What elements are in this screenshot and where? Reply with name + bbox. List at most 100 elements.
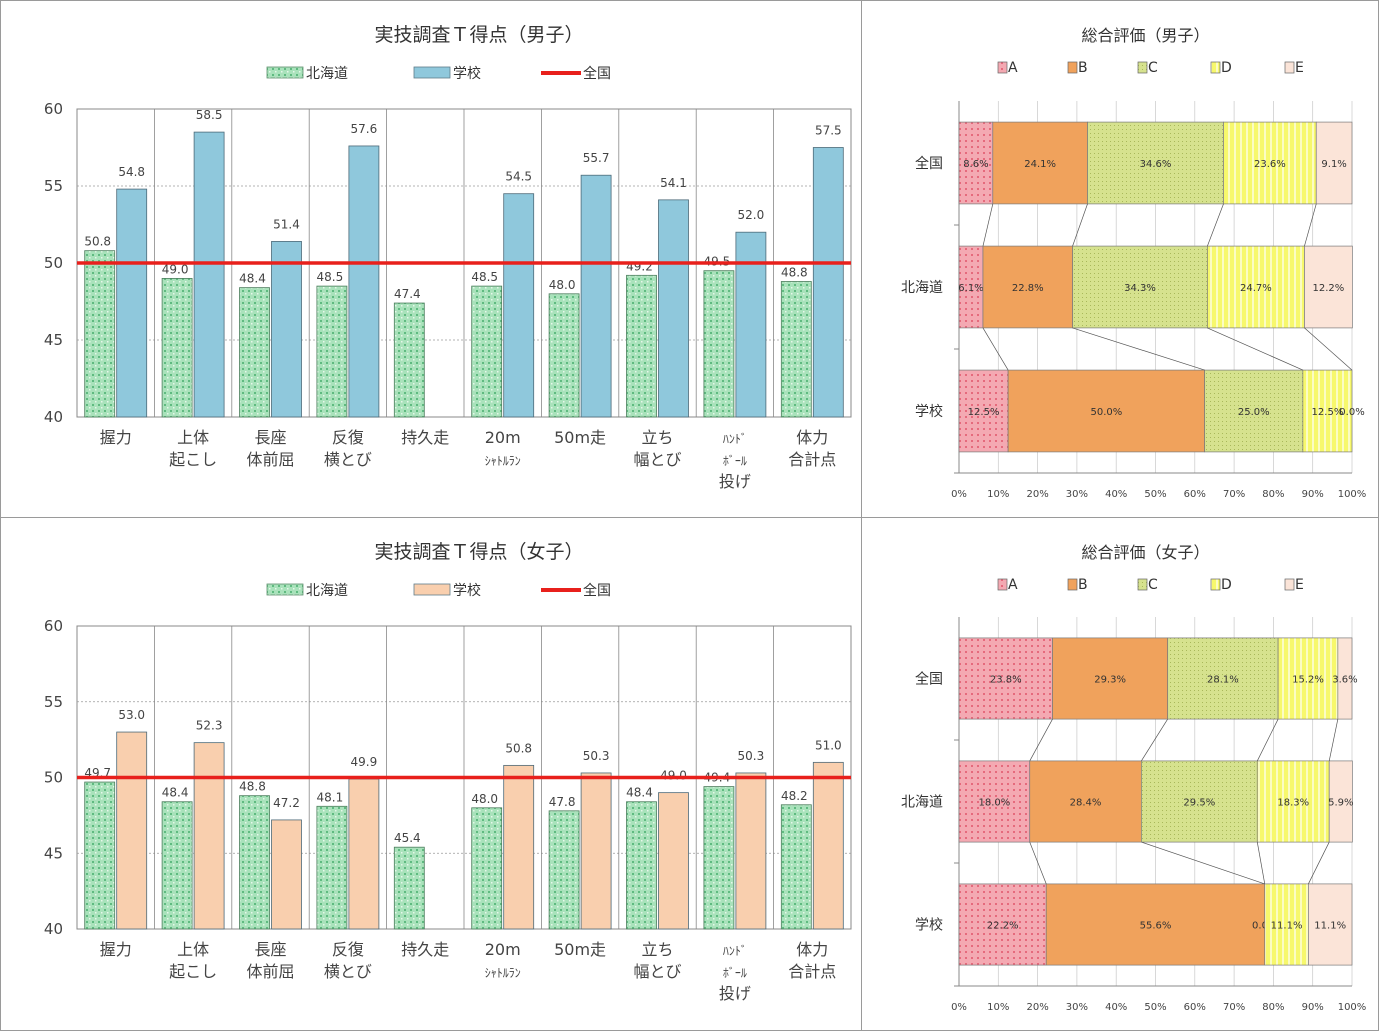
category-label: 起こし [169, 450, 217, 469]
legend-label-b: B [1078, 577, 1088, 593]
category-label: 体力 [796, 940, 828, 959]
legend-swatch-b [1067, 61, 1078, 74]
x-tick-label: 0% [951, 489, 967, 500]
x-tick-label: 60% [1184, 1002, 1206, 1013]
chart-title: 総合評価（男子） [1081, 26, 1209, 45]
legend-label-e: E [1295, 60, 1304, 76]
series-connector [982, 327, 1009, 371]
segment-e [1304, 245, 1353, 329]
legend-swatch-a [997, 61, 1008, 74]
segment-c [1087, 121, 1224, 205]
bar-school [735, 772, 767, 930]
data-label-hokkaido: 45.4 [394, 831, 421, 845]
data-label-school: 54.8 [118, 165, 145, 179]
data-label-hokkaido: 48.8 [239, 780, 266, 794]
category-label: 投げ [719, 472, 751, 491]
segment-label: 18.0% [978, 798, 1010, 809]
series-connector [1256, 718, 1279, 762]
boys-eval-chart: 総合評価（男子） A B C D E 0% 10% 20% 30% 40% 50% 60% 70% 80% 9… [901, 26, 1367, 500]
legend-label-d: D [1221, 60, 1232, 76]
segment-e [1308, 883, 1353, 966]
girls-t-score-chart: 実技調査Ｔ得点（女子）北海道 学校 全国404550556049.753.0握力48… [44, 541, 852, 1003]
legend-swatch-e [1284, 578, 1295, 591]
category-label: 反復 [332, 428, 364, 447]
bar-school [580, 772, 612, 930]
data-label-hokkaido: 48.0 [549, 278, 576, 292]
segment-d [1302, 369, 1353, 453]
row-label: 全国 [915, 155, 943, 172]
segment-label: 24.7% [1240, 283, 1272, 294]
x-tick-label: 70% [1223, 489, 1245, 500]
segment-label: 5.9% [1328, 798, 1353, 809]
segment-label: 23.6% [1254, 159, 1286, 170]
series-connector [1328, 719, 1339, 761]
boys-eval-panel: 総合評価（男子） A B C D E 0% 10% 20% 30% 40% 50% 60% 70% 80% 9… [861, 0, 1379, 518]
bar-hokkaido [161, 277, 193, 418]
data-label-school: 55.7 [583, 151, 610, 165]
bar-school [503, 193, 535, 418]
x-tick-label: 30% [1066, 1002, 1088, 1013]
y-tick-label: 50 [44, 254, 63, 272]
data-label-hokkaido: 47.4 [394, 287, 421, 301]
y-tick-label: 55 [44, 177, 63, 195]
row-label: 北海道 [901, 280, 943, 296]
series-connector [1207, 203, 1224, 247]
segment-label: 0.0% [1339, 407, 1364, 418]
category-label: 持久走 [401, 940, 449, 959]
data-label-school: 49.0 [660, 769, 687, 783]
data-label-school: 57.6 [351, 122, 378, 136]
legend-label-c: C [1148, 577, 1158, 593]
x-tick-label: 70% [1223, 1002, 1245, 1013]
segment-c [1204, 369, 1304, 453]
category-label: 合計点 [788, 962, 836, 981]
x-tick-label: 50% [1144, 1002, 1166, 1013]
x-tick-label: 60% [1184, 489, 1206, 500]
legend-swatch-a [997, 578, 1008, 591]
category-label: ｼｬﾄﾙﾗﾝ [485, 454, 521, 468]
data-label-hokkaido: 48.5 [317, 270, 344, 284]
x-tick-label: 10% [987, 489, 1009, 500]
segment-e [1315, 121, 1353, 205]
segment-label: 15.2% [1292, 675, 1324, 686]
category-label: ﾊﾝﾄﾞ [723, 944, 747, 958]
category-label: 起こし [169, 962, 217, 981]
data-label-school: 49.9 [351, 755, 378, 769]
category-label: 合計点 [788, 450, 836, 469]
segment-c [1072, 245, 1208, 329]
data-label-hokkaido: 48.1 [317, 790, 344, 804]
data-label-school: 50.8 [505, 741, 532, 755]
segment-b [1029, 760, 1142, 843]
segment-b [982, 245, 1073, 329]
girls-eval-panel: 総合評価（女子） A B C D E 0% 10% 20% 30% 40% 50% 60% 70% 80% 9… [861, 517, 1379, 1031]
segment-label: 9.1% [1321, 159, 1346, 170]
x-tick-label: 100% [1338, 489, 1367, 500]
bar-school [193, 742, 225, 930]
segment-label: 12.2% [1313, 283, 1345, 294]
category-label: 長座 [254, 940, 286, 959]
bar-school [658, 792, 689, 930]
segment-label: 34.3% [1124, 283, 1156, 294]
category-label: 握力 [100, 428, 132, 447]
segment-c [1167, 637, 1279, 720]
data-label-hokkaido: 48.5 [471, 270, 498, 284]
bar-school [193, 131, 225, 418]
bar-school [271, 819, 302, 930]
segment-c [1141, 760, 1258, 843]
segment-d [1223, 121, 1317, 205]
data-label-school: 52.0 [738, 208, 765, 222]
row-label: 北海道 [901, 795, 943, 811]
legend-label-d: D [1221, 577, 1232, 593]
legend-swatch-hokkaido [266, 583, 304, 596]
category-label: ﾊﾝﾄﾞ [723, 432, 747, 446]
category-label: 上体 [177, 428, 209, 447]
category-label: 50m走 [554, 428, 606, 447]
category-label: ｼｬﾄﾙﾗﾝ [485, 966, 521, 980]
data-label-hokkaido: 48.4 [162, 786, 189, 800]
x-tick-label: 80% [1262, 489, 1284, 500]
chart-title: 実技調査Ｔ得点（男子） [374, 24, 583, 46]
bar-school [348, 778, 380, 930]
legend-label-national: 全国 [583, 65, 611, 82]
series-connector [982, 203, 994, 247]
category-label: 握力 [100, 940, 132, 959]
series-connector [1207, 327, 1304, 371]
